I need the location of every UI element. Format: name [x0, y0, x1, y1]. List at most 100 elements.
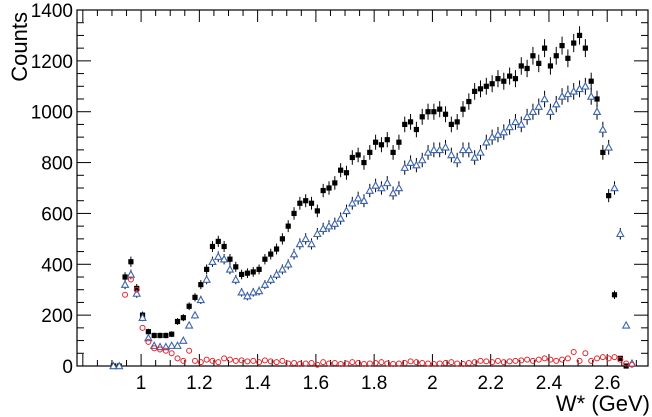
data-point-square — [541, 45, 548, 51]
data-point-circle — [215, 359, 222, 366]
data-point-circle — [617, 356, 624, 363]
data-point-circle — [460, 360, 467, 367]
data-point-circle — [267, 358, 274, 365]
data-point-square — [501, 78, 507, 84]
x-tick-label: 1 — [136, 373, 147, 394]
data-point-triangle — [365, 186, 375, 194]
data-point-circle — [261, 357, 268, 364]
data-point-circle — [256, 359, 263, 366]
data-point-triangle — [202, 275, 211, 283]
data-point-triangle — [167, 341, 177, 349]
data-point-square — [134, 285, 140, 292]
data-point-square — [536, 60, 542, 66]
data-point-square — [606, 193, 612, 199]
data-point-circle — [582, 350, 589, 357]
data-point-square — [338, 167, 344, 173]
data-point-triangle — [196, 295, 206, 304]
data-point-circle — [384, 360, 391, 367]
data-point-triangle — [330, 219, 340, 227]
data-point-circle — [221, 355, 228, 362]
y-tick-label: 1200 — [31, 52, 73, 73]
data-point-square — [256, 266, 262, 272]
data-point-circle — [250, 357, 257, 364]
data-point-square — [308, 200, 315, 206]
data-point-square — [192, 294, 198, 300]
data-point-square — [122, 274, 128, 280]
data-point-circle — [605, 355, 612, 362]
data-point-circle — [471, 359, 478, 366]
data-point-circle — [611, 354, 618, 361]
data-point-triangle — [313, 229, 322, 238]
data-point-triangle — [621, 320, 631, 329]
data-point-circle — [483, 358, 490, 365]
data-point-triangle — [546, 107, 555, 115]
data-point-triangle — [132, 288, 142, 297]
data-point-square — [373, 139, 379, 145]
data-point-triangle — [412, 160, 421, 169]
x-tick-label: 2.6 — [594, 373, 620, 394]
data-point-circle — [337, 360, 344, 367]
data-point-circle — [390, 360, 397, 367]
data-point-circle — [512, 357, 519, 364]
y-tick-label: 1000 — [31, 103, 73, 124]
data-point-triangle — [289, 249, 299, 258]
data-point-triangle — [208, 257, 217, 266]
data-marks — [109, 26, 637, 370]
data-point-circle — [413, 359, 420, 366]
data-point-square — [576, 32, 583, 39]
data-point-circle — [314, 361, 321, 368]
data-point-triangle — [377, 183, 386, 192]
data-point-circle — [157, 346, 164, 353]
data-point-triangle — [400, 163, 410, 171]
data-point-square — [483, 83, 489, 89]
data-point-square — [431, 109, 437, 115]
data-point-triangle — [109, 361, 118, 370]
data-point-triangle — [598, 124, 608, 133]
data-point-triangle — [441, 142, 450, 151]
data-point-triangle — [144, 333, 153, 342]
data-point-triangle — [161, 342, 171, 351]
data-point-square — [314, 208, 320, 214]
x-tick-label: 2.2 — [477, 373, 503, 394]
data-point-circle — [407, 358, 414, 365]
data-point-triangle — [528, 107, 538, 115]
data-point-triangle — [452, 155, 462, 164]
data-point-circle — [296, 360, 303, 367]
data-point-square — [524, 65, 530, 72]
series-0 — [110, 26, 629, 369]
data-point-triangle — [114, 361, 124, 370]
data-point-square — [594, 96, 600, 102]
data-point-square — [273, 246, 280, 252]
data-point-triangle — [417, 155, 427, 164]
data-point-square — [396, 139, 402, 145]
y-tick-label: 0 — [62, 357, 73, 378]
data-point-triangle — [540, 94, 549, 103]
data-point-square — [145, 329, 151, 335]
data-point-square — [361, 159, 367, 166]
data-point-circle — [588, 357, 595, 364]
data-point-square — [204, 266, 210, 272]
data-point-circle — [599, 354, 606, 361]
data-point-square — [582, 45, 588, 51]
data-point-triangle — [359, 196, 369, 204]
data-point-square — [244, 270, 251, 276]
data-point-triangle — [604, 142, 614, 151]
data-point-circle — [232, 357, 239, 364]
data-point-circle — [186, 347, 193, 354]
data-point-triangle — [575, 84, 584, 93]
data-point-circle — [238, 357, 245, 364]
data-point-circle — [366, 360, 373, 367]
y-tick-label: 800 — [41, 154, 73, 175]
data-point-circle — [553, 357, 560, 364]
data-point-circle — [477, 357, 484, 364]
data-point-triangle — [487, 132, 497, 141]
data-point-square — [559, 43, 565, 49]
data-point-triangle — [254, 286, 264, 295]
data-point-triangle — [353, 193, 363, 202]
data-point-square — [571, 40, 577, 46]
x-tick-label: 2.4 — [536, 373, 563, 394]
data-point-triangle — [394, 183, 404, 192]
data-point-triangle — [511, 117, 520, 126]
data-point-circle — [594, 355, 601, 362]
